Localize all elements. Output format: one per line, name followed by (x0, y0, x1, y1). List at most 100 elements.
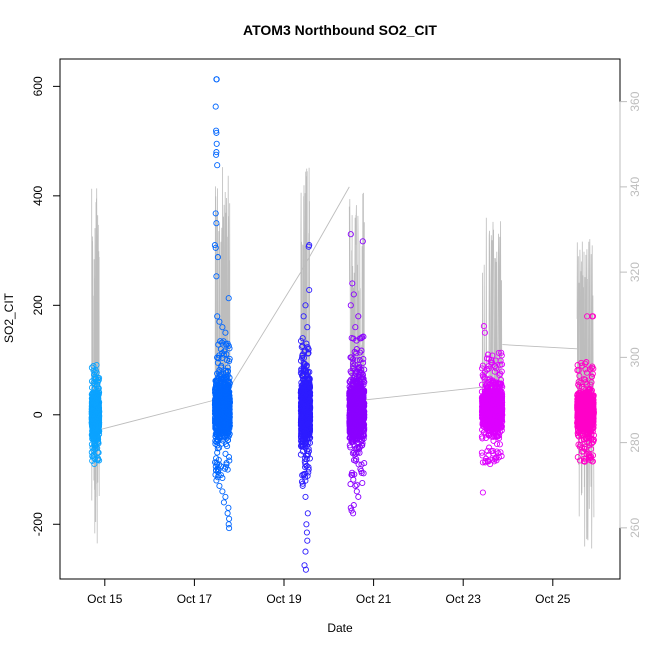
data-point (487, 385, 494, 392)
data-point (226, 345, 233, 352)
data-point (350, 335, 357, 342)
data-point (306, 388, 313, 395)
data-point-outlier (303, 529, 310, 536)
data-point-outlier (299, 482, 306, 489)
data-point-outlier (497, 370, 504, 377)
data-point-outlier (224, 510, 231, 517)
data-point (213, 459, 220, 466)
data-point (498, 453, 505, 460)
data-point (222, 389, 229, 396)
data-point (89, 421, 96, 428)
data-point (219, 350, 226, 357)
data-point (93, 361, 100, 369)
data-point (213, 377, 220, 384)
data-point-outlier (487, 461, 494, 468)
data-point (489, 352, 496, 359)
data-point-outlier (306, 286, 313, 294)
data-point (485, 363, 492, 370)
data-point (302, 477, 309, 484)
data-point (498, 349, 505, 356)
data-point (226, 374, 233, 381)
data-point (304, 414, 311, 421)
data-point (358, 410, 365, 418)
data-point (493, 418, 500, 425)
data-point (222, 385, 229, 392)
data-point (96, 374, 103, 382)
data-point (218, 396, 225, 403)
data-point (348, 354, 355, 361)
data-point (497, 419, 504, 426)
altitude-connector (364, 386, 482, 401)
data-point (90, 367, 97, 374)
data-point-outlier (304, 324, 311, 331)
data-point (89, 407, 97, 414)
data-point (361, 460, 368, 467)
data-point (350, 356, 357, 363)
data-point-outlier (222, 493, 229, 500)
data-point (218, 362, 225, 369)
data-point (359, 373, 366, 380)
data-point (213, 413, 220, 420)
data-point-outlier (95, 440, 102, 447)
data-point (352, 457, 359, 464)
data-point (224, 434, 231, 441)
data-point-outlier (347, 504, 354, 511)
data-point (493, 448, 500, 455)
data-point-outlier (214, 359, 221, 366)
data-point-outlier (301, 348, 308, 355)
data-point (218, 400, 225, 407)
data-points-layer (88, 76, 597, 573)
data-point (300, 373, 307, 380)
data-point (225, 342, 232, 349)
data-point (485, 355, 492, 362)
data-point (222, 399, 229, 407)
data-point-outlier (299, 335, 306, 342)
data-point-outlier (350, 291, 357, 298)
data-point (298, 354, 306, 361)
data-point (299, 391, 306, 398)
data-point (352, 400, 359, 407)
data-point (89, 452, 96, 459)
data-point (298, 343, 305, 351)
data-point (347, 410, 354, 417)
data-point (349, 469, 356, 476)
data-point (486, 404, 493, 411)
data-point (90, 379, 97, 386)
data-point-outlier (217, 471, 224, 479)
data-point (303, 447, 311, 454)
data-point-outlier (356, 357, 363, 364)
data-point-outlier (222, 329, 229, 336)
data-point (225, 453, 233, 461)
data-point (224, 364, 231, 371)
data-point (225, 404, 232, 411)
data-point (297, 389, 304, 396)
data-point (297, 442, 305, 449)
data-point-outlier (213, 149, 220, 156)
data-point (491, 401, 499, 408)
data-point (94, 415, 101, 422)
data-point (351, 416, 358, 423)
data-point (222, 463, 229, 470)
data-point (224, 437, 231, 444)
data-point-outlier (214, 254, 221, 261)
data-point (213, 392, 220, 399)
data-point-outlier (213, 129, 220, 136)
data-point-outlier (303, 521, 310, 528)
data-point-outlier (302, 493, 309, 500)
data-point (93, 411, 100, 418)
data-point (225, 389, 232, 397)
data-point (360, 355, 367, 363)
data-point (360, 470, 367, 477)
data-point (353, 481, 360, 488)
data-point (479, 435, 486, 442)
data-point (89, 424, 96, 431)
data-point (494, 384, 501, 391)
data-point (212, 395, 219, 402)
data-point (482, 412, 489, 419)
data-point-outlier (305, 243, 312, 250)
data-point-outlier (359, 238, 366, 245)
data-point (91, 440, 98, 448)
data-point-outlier (352, 482, 359, 489)
data-point-outlier (214, 162, 221, 169)
data-point-outlier (355, 493, 362, 500)
